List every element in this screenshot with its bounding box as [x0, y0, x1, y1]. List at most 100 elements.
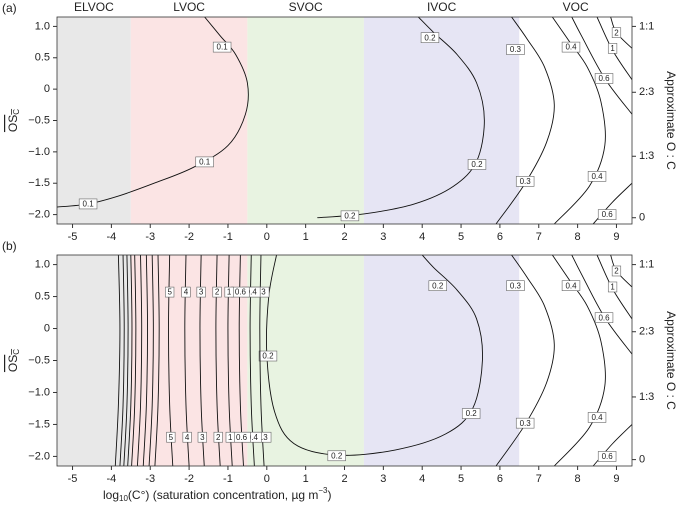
contour-label: 2	[614, 267, 619, 276]
contour-label: 5	[169, 433, 174, 442]
contour-label: 0.2	[262, 352, 274, 361]
contour-label: 5	[167, 288, 172, 297]
contour-label: 0.3	[510, 45, 522, 54]
contour-label-box	[428, 280, 447, 291]
y-tick-label: 1.0	[35, 20, 50, 32]
y2-axis-label: Approximate O : C	[664, 311, 678, 410]
contour-label: 0.6	[235, 288, 247, 297]
region-label: IVOC	[427, 0, 457, 14]
contour-label-box	[607, 43, 618, 54]
y-label-main: OS	[6, 115, 20, 132]
contour-line	[123, 255, 129, 466]
x-tick-label: 1	[303, 231, 309, 243]
y-tick-label: −0.5	[28, 354, 50, 366]
contour-label-box	[224, 286, 234, 298]
contour-label-box	[258, 350, 278, 362]
x-label-part: log	[103, 488, 119, 502]
contour-label: 0.4	[565, 281, 577, 290]
region-label: SVOC	[289, 0, 323, 14]
region-band	[363, 17, 520, 224]
contour-label-box	[197, 431, 207, 443]
contour-label-box	[515, 417, 535, 429]
x-label-part: 10	[119, 494, 128, 503]
y2-tick-label: 0	[639, 212, 645, 224]
contour-label: 0.1	[199, 158, 211, 167]
contour-label-box	[561, 41, 581, 53]
contour-label-box	[594, 73, 614, 84]
contour-label-box	[420, 32, 440, 44]
y-label-main: OS	[6, 355, 20, 372]
x-tick-label: 2	[341, 231, 347, 243]
contour-label: 0.4	[591, 413, 603, 422]
contour-label: 0.3	[520, 177, 532, 186]
x-tick-label: -1	[223, 473, 233, 485]
contour-label: 2	[216, 433, 221, 442]
contour-label-box	[78, 198, 98, 210]
x-tick-label: 8	[575, 473, 581, 485]
contour-label: 1	[610, 44, 615, 53]
x-tick-label: -3	[145, 231, 155, 243]
contour-label: 0.4	[565, 43, 577, 52]
contour-label-box	[225, 431, 235, 443]
contour-label: 1	[227, 288, 232, 297]
plot-area: 0.1 0.1 0.1 0.2 0.2 0.2 0.3 0.3 0.4 0.4 0.6 0.6 1 2	[57, 17, 632, 224]
contour-label-box	[166, 431, 176, 443]
contour-label-box	[181, 286, 191, 298]
y-tick-label: 1.0	[35, 258, 50, 270]
region-band	[247, 17, 364, 224]
contour-line	[131, 255, 137, 466]
region-label: LVOC	[173, 0, 205, 14]
contour-label-box	[611, 265, 622, 277]
contour-label-box	[165, 286, 175, 298]
y-tick-label: −2.0	[28, 450, 50, 462]
x-tick-label: 4	[419, 473, 425, 485]
x-tick-label: 0	[264, 231, 270, 243]
contour-label-box	[340, 210, 360, 222]
y2-tick-label: 1:3	[639, 150, 654, 162]
y-tick-label: 0.5	[35, 52, 50, 64]
contour-label: 4	[184, 288, 189, 297]
contour-label-box	[506, 44, 525, 55]
x-tick-label: 7	[536, 473, 542, 485]
contour-label: 0.6	[598, 313, 610, 322]
x-tick-label: 5	[458, 231, 464, 243]
contour-label: 0.1	[217, 43, 229, 52]
y2-tick-label: 1:1	[639, 20, 654, 32]
x-tick-label: 7	[536, 231, 542, 243]
contour-label: 0.6	[236, 433, 248, 442]
contour-label: 0.3	[257, 433, 269, 442]
y-tick-label: 0	[44, 322, 50, 334]
contour-label: 3	[199, 288, 204, 297]
contour-label-box	[182, 431, 192, 443]
y2-tick-label: 1:1	[639, 258, 654, 270]
contour-line	[114, 255, 121, 466]
y2-tick-label: 0	[639, 454, 645, 466]
x-tick-label: 4	[419, 231, 425, 243]
y2-axis-label: Approximate O : C	[664, 71, 678, 170]
panel-label: (b)	[2, 239, 17, 253]
y2-tick-label: 1:3	[639, 391, 654, 403]
contour-label-box	[212, 286, 222, 298]
contour-label-box	[607, 281, 618, 293]
x-tick-label: 0	[264, 473, 270, 485]
y2-tick-label: 2:3	[639, 326, 654, 338]
contour-label-box	[561, 280, 581, 291]
region-label: ELVOC	[74, 0, 114, 14]
y-tick-label: 0.5	[35, 290, 50, 302]
contour-label: 0.2	[331, 451, 343, 460]
contour-label: 4	[185, 433, 190, 442]
contour-label: 0.1	[83, 200, 95, 209]
y2-tick-label: 2:3	[639, 86, 654, 98]
contour-label-box	[196, 286, 206, 298]
contour-line	[119, 255, 125, 466]
contour-label-box	[611, 27, 622, 38]
contour-label: 0.4	[591, 172, 603, 181]
contour-line	[127, 255, 133, 466]
contour-label-box	[212, 41, 232, 53]
x-tick-label: 9	[613, 231, 619, 243]
contour-label-box	[213, 431, 223, 443]
contour-label: 0.2	[344, 211, 356, 220]
x-axis-label: log10(C°) (saturation concentration, µg …	[103, 486, 332, 503]
contour-label: 0.6	[602, 452, 614, 461]
x-label-part: )	[328, 488, 332, 502]
